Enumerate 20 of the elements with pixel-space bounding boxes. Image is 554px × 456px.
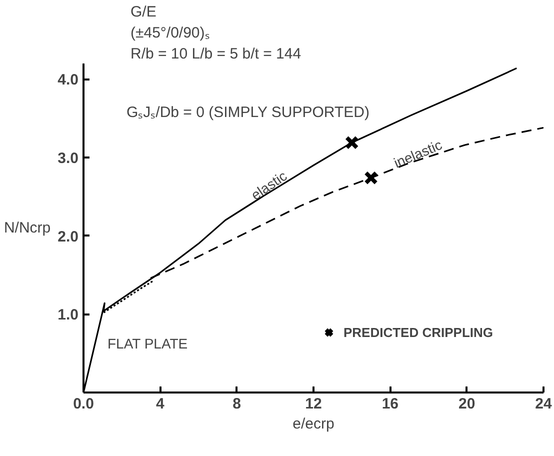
x-tick-label: 20 <box>458 396 476 412</box>
y-tick-label: 3.0 <box>58 150 79 167</box>
x-tick-label: 0.0 <box>73 396 94 412</box>
y-tick-label: 1.0 <box>58 306 79 324</box>
x-axis-title: e/ecrp <box>292 416 334 432</box>
x-tick-label: 16 <box>382 396 399 412</box>
x-tick-label: 8 <box>232 396 242 412</box>
x-tick-label: 24 <box>535 396 552 412</box>
annotation: FLAT PLATE <box>108 336 188 352</box>
text: R/b = 10 L/b = 5 b/t = 144 <box>130 46 302 62</box>
chart-subtitle: (±45°/0/90)ₛ <box>130 24 210 42</box>
annotation: GₛJₛ/Db = 0 (SIMPLY SUPPORTED) <box>126 104 370 121</box>
line-series <box>102 280 154 314</box>
legend-label: PREDICTED CRIPPLING <box>343 324 493 340</box>
y-axis-title: N/Ncrp <box>4 220 51 236</box>
y-tick-label: 2.0 <box>58 228 79 246</box>
chart-title: G/E <box>130 4 156 20</box>
x-tick-label: 4 <box>156 396 165 412</box>
y-tick-label: 4.0 <box>58 72 79 89</box>
x-tick-label: 12 <box>305 396 322 412</box>
